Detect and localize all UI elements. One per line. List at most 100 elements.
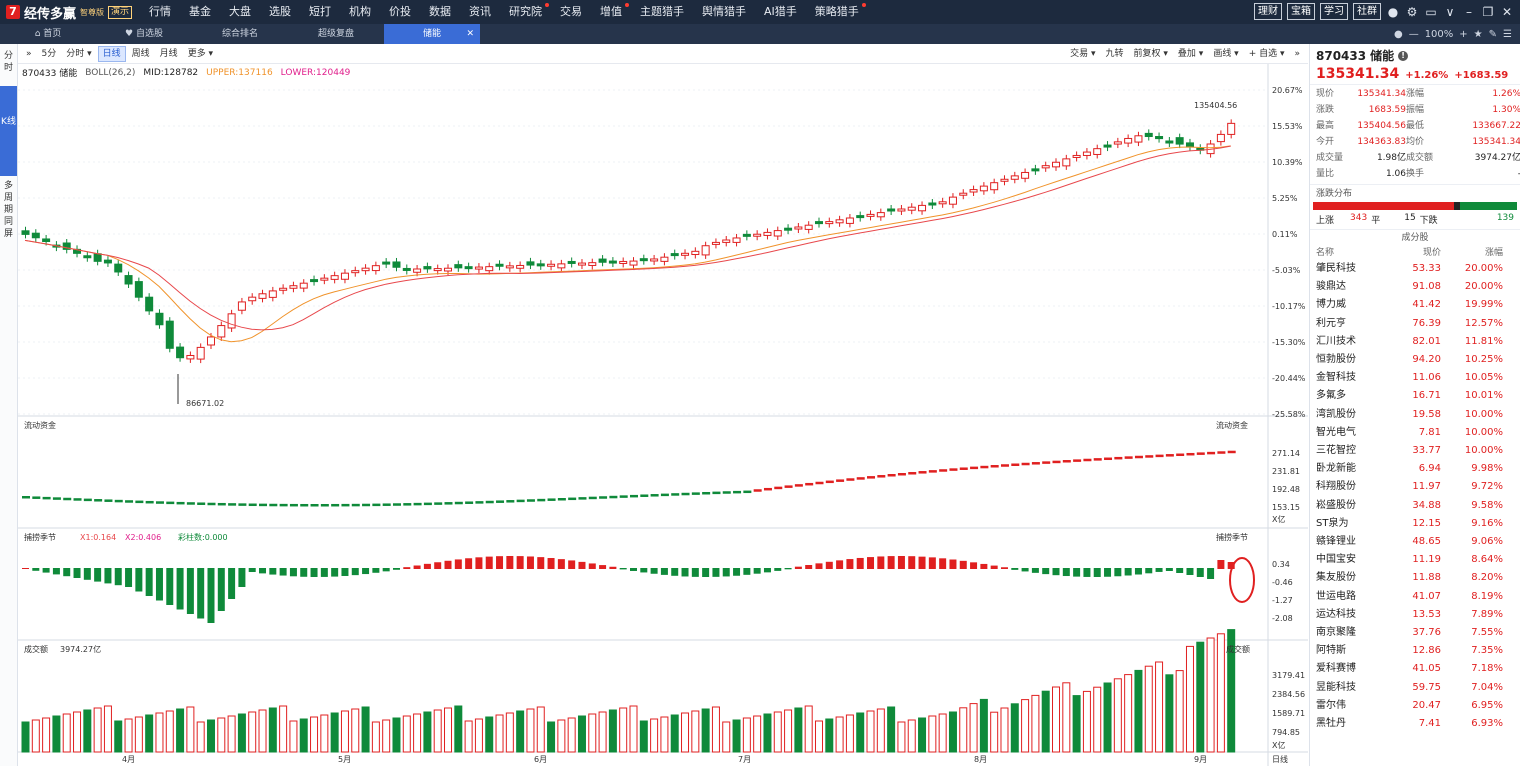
study-button[interactable]: 学习	[1320, 3, 1348, 20]
gear-icon[interactable]: ⚙	[1406, 4, 1418, 19]
nav-item[interactable]: 机构	[340, 0, 380, 24]
candle	[928, 202, 937, 206]
list-item[interactable]: 肇民科技 53.33 20.00%	[1310, 260, 1520, 278]
minimize-icon[interactable]: –	[1466, 4, 1472, 19]
period-intraday[interactable]: 分时 ▾	[66, 48, 92, 59]
nav-item[interactable]: 舆情猎手	[693, 0, 755, 24]
nav-item[interactable]: 基金	[180, 0, 220, 24]
community-button[interactable]: 社群	[1353, 3, 1381, 20]
col-price[interactable]: 现价	[1422, 248, 1441, 258]
col-change[interactable]: 涨幅	[1484, 248, 1503, 258]
nav-item[interactable]: 选股	[260, 0, 300, 24]
kline-chart[interactable]: 20.67% 15.53% 10.39% 5.25% 0.11% -5.03% -10.17…	[18, 64, 1308, 766]
add-watchlist-button[interactable]: + 自选 ▾	[1248, 48, 1285, 59]
list-item[interactable]: 运达科技 13.53 7.89%	[1310, 606, 1520, 624]
list-item[interactable]: 昱能科技 59.75 7.04%	[1310, 679, 1520, 697]
list-item[interactable]: 雷尔伟 20.47 6.95%	[1310, 697, 1520, 715]
menu-icon[interactable]: ☰	[1503, 28, 1512, 40]
pen-icon[interactable]: ✎	[1488, 28, 1498, 40]
nav-item[interactable]: 资讯	[460, 0, 500, 24]
expand-icon[interactable]: »	[26, 48, 32, 59]
list-item[interactable]: 黑牡丹 7.41 6.93%	[1310, 715, 1520, 733]
period-weekly[interactable]: 周线	[131, 48, 150, 59]
info-icon[interactable]: !	[1398, 50, 1409, 61]
stock-change: 7.89%	[1471, 608, 1503, 620]
list-item[interactable]: 恒勃股份 94.20 10.25%	[1310, 351, 1520, 369]
chevron-down-icon[interactable]: ∨	[1445, 4, 1455, 19]
nav-item[interactable]: 主题猎手	[631, 0, 693, 24]
list-item[interactable]: 智光电气 7.81 10.00%	[1310, 424, 1520, 442]
list-item[interactable]: 骏鼎达 91.08 20.00%	[1310, 278, 1520, 296]
nav-item[interactable]: 策略猎手	[806, 0, 868, 24]
tab-watchlist[interactable]: ♥ 自选股	[96, 24, 192, 44]
volume-bar	[742, 717, 751, 753]
baoxiang-button[interactable]: 宝箱	[1287, 3, 1315, 20]
close-tab-icon[interactable]: ✕	[466, 29, 474, 39]
tab-review[interactable]: 超级复盘	[288, 24, 384, 44]
nav-item[interactable]: 增值	[591, 0, 631, 24]
draw-menu[interactable]: 画线 ▾	[1213, 48, 1239, 59]
nav-item[interactable]: 行情	[140, 0, 180, 24]
boll-name[interactable]: BOLL(26,2)	[85, 67, 136, 78]
flow-bar	[413, 502, 422, 506]
nav-item[interactable]: 研究院	[500, 0, 551, 24]
sidebar-item-fenshi[interactable]: 分时	[3, 51, 13, 73]
tab-home[interactable]: ⌂ 首页	[0, 24, 96, 44]
list-item[interactable]: 科翔股份 11.97 9.72%	[1310, 478, 1520, 496]
code-name: 870433 储能	[22, 69, 78, 79]
list-item[interactable]: 金智科技 11.06 10.05%	[1310, 369, 1520, 387]
candle	[784, 227, 793, 231]
list-item[interactable]: 利元亨 76.39 12.57%	[1310, 315, 1520, 333]
list-item[interactable]: 三花智控 33.77 10.00%	[1310, 442, 1520, 460]
list-item[interactable]: 汇川技术 82.01 11.81%	[1310, 333, 1520, 351]
stock-name: 骏鼎达	[1316, 281, 1346, 293]
nav-item[interactable]: 交易	[551, 0, 591, 24]
collapse-panel-icon[interactable]: »	[1294, 48, 1300, 59]
list-item[interactable]: 崧盛股份 34.88 9.58%	[1310, 497, 1520, 515]
list-item[interactable]: 中国宝安 11.19 8.64%	[1310, 551, 1520, 569]
restore-icon[interactable]: ❐	[1482, 4, 1494, 19]
window-icon[interactable]: ▭	[1425, 4, 1437, 19]
period-monthly[interactable]: 月线	[159, 48, 178, 59]
period-5min[interactable]: 5分	[41, 48, 57, 59]
candle	[990, 182, 999, 191]
sidebar-item-multi-period[interactable]: 多周期同屏	[3, 181, 13, 239]
licai-button[interactable]: 理财	[1254, 3, 1282, 20]
list-item[interactable]: 爱科赛博 41.05 7.18%	[1310, 660, 1520, 678]
nav-item[interactable]: 数据	[420, 0, 460, 24]
tab-ranking[interactable]: 综合排名	[192, 24, 288, 44]
nav-item[interactable]: 大盘	[220, 0, 260, 24]
month-label: 4月	[122, 755, 135, 764]
col-name[interactable]: 名称	[1316, 248, 1335, 258]
list-item[interactable]: 南京聚隆 37.76 7.55%	[1310, 624, 1520, 642]
list-item[interactable]: 集友股份 11.88 8.20%	[1310, 569, 1520, 587]
period-daily[interactable]: 日线	[97, 45, 126, 62]
list-item[interactable]: 世运电路 41.07 8.19%	[1310, 588, 1520, 606]
nine-turn-button[interactable]: 九转	[1105, 48, 1124, 59]
star-icon[interactable]: ★	[1473, 28, 1483, 40]
adjust-menu[interactable]: 前复权 ▾	[1133, 48, 1168, 59]
info-icon[interactable]: ●	[1393, 28, 1403, 40]
list-item[interactable]: ST泉为 12.15 9.16%	[1310, 515, 1520, 533]
list-item[interactable]: 多氟多 16.71 10.01%	[1310, 387, 1520, 405]
trade-menu[interactable]: 交易 ▾	[1070, 48, 1096, 59]
nav-item[interactable]: AI猎手	[755, 0, 806, 24]
flow-bar	[743, 490, 752, 494]
nav-item[interactable]: 价投	[380, 0, 420, 24]
period-more[interactable]: 更多 ▾	[187, 48, 214, 59]
cycle-bar	[114, 568, 122, 586]
zoom-out-icon[interactable]: —	[1408, 28, 1419, 40]
nav-item[interactable]: 短打	[300, 0, 340, 24]
overlay-menu[interactable]: 叠加 ▾	[1177, 48, 1204, 59]
list-item[interactable]: 阿特斯 12.86 7.35%	[1310, 642, 1520, 660]
tab-storage[interactable]: 储能 ✕	[384, 24, 480, 44]
zoom-in-icon[interactable]: +	[1459, 28, 1468, 40]
list-item[interactable]: 卧龙新能 6.94 9.98%	[1310, 460, 1520, 478]
list-item[interactable]: 湾凯股份 19.58 10.00%	[1310, 406, 1520, 424]
sidebar-item-kline[interactable]: K线	[0, 86, 17, 176]
close-icon[interactable]: ✕	[1501, 4, 1513, 19]
list-item[interactable]: 赣锋锂业 48.65 9.06%	[1310, 533, 1520, 551]
user-icon[interactable]: ●	[1387, 4, 1399, 19]
list-item[interactable]: 博力威 41.42 19.99%	[1310, 296, 1520, 314]
cycle-bar	[331, 568, 339, 577]
